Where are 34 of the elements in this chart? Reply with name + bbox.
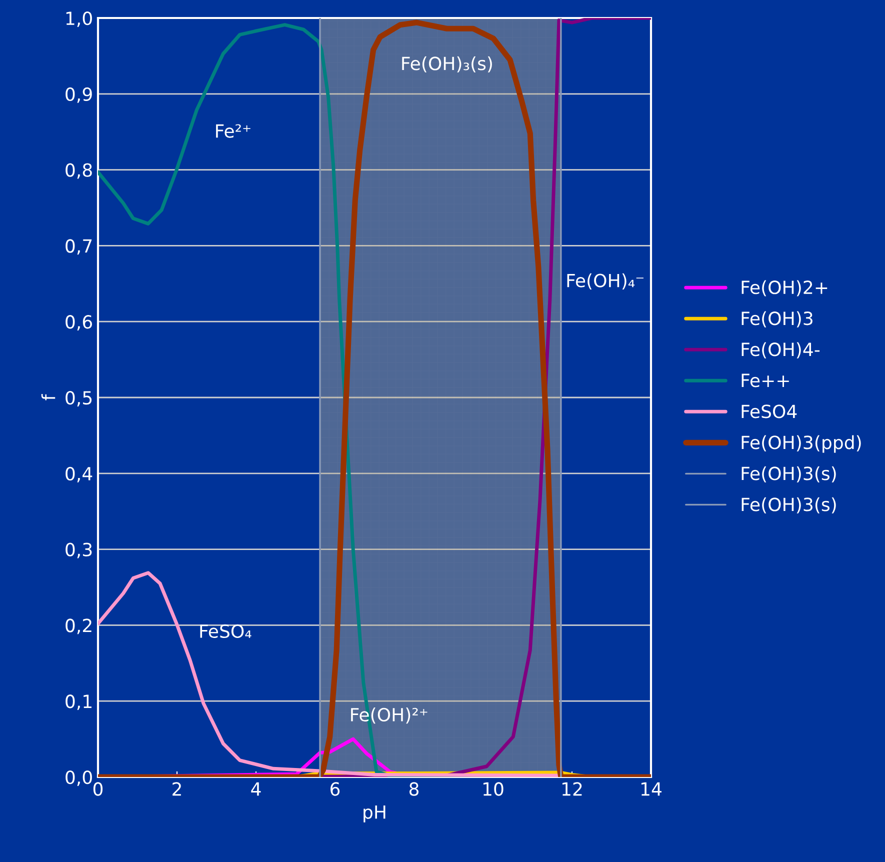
legend-label: Fe(OH)3(ppd) bbox=[742, 435, 861, 453]
x-tick-label: 10 bbox=[483, 782, 504, 796]
legend-label: Fe++ bbox=[742, 374, 789, 388]
legend-label: Fe(OH)3(s) bbox=[742, 466, 836, 482]
y-tick-label: 0,8 bbox=[66, 163, 92, 179]
y-tick-label: 0,1 bbox=[66, 694, 92, 710]
legend-label: Fe(OH)2+ bbox=[742, 280, 828, 296]
annotation: Fe²⁺ bbox=[216, 124, 250, 138]
y-tick-label: 0,0 bbox=[66, 770, 92, 786]
x-axis-title: pH bbox=[364, 805, 386, 822]
y-tick-label: 0,2 bbox=[66, 618, 92, 634]
annotation: Fe(OH)₄⁻ bbox=[567, 273, 644, 290]
x-tick-label: 8 bbox=[409, 782, 419, 796]
x-tick-label: 12 bbox=[562, 782, 582, 796]
legend-label: FeSO4 bbox=[742, 404, 797, 418]
legend-label: Fe(OH)3 bbox=[742, 311, 812, 328]
y-tick-label: 0,4 bbox=[66, 466, 92, 482]
x-tick-label: 0 bbox=[93, 782, 103, 796]
x-tick-label: 6 bbox=[330, 782, 340, 796]
legend-label: Fe(OH)3(s) bbox=[742, 497, 836, 514]
y-tick-label: 0,6 bbox=[66, 315, 92, 331]
annotation: FeSO₄ bbox=[200, 624, 252, 638]
y-tick-label: 0,9 bbox=[66, 87, 92, 103]
x-tick-label: 2 bbox=[172, 782, 181, 796]
legend-label: Fe(OH)4- bbox=[742, 342, 820, 358]
y-tick-label: 0,5 bbox=[66, 390, 92, 406]
y-tick-label: 0,7 bbox=[66, 239, 92, 255]
x-tick-label: 14 bbox=[641, 782, 662, 796]
y-axis-title: f bbox=[41, 394, 56, 400]
y-tick-label: 1,0 bbox=[66, 11, 92, 27]
annotation: Fe(OH)²⁺ bbox=[351, 708, 428, 724]
annotation: Fe(OH)₃(s) bbox=[402, 56, 492, 72]
x-tick-label: 4 bbox=[251, 782, 261, 796]
y-tick-label: 0,3 bbox=[66, 542, 92, 558]
